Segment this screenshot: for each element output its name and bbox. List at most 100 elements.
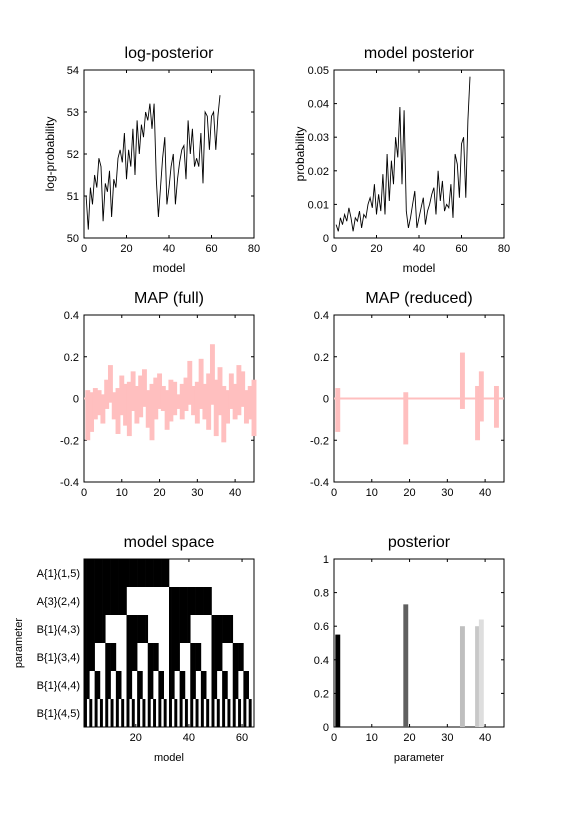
cell [161, 671, 164, 699]
cell [169, 643, 172, 671]
cell [190, 699, 194, 727]
cell [206, 699, 210, 727]
x-tick-label: 10 [366, 732, 378, 744]
y-tick-label: 0.01 [308, 199, 329, 211]
chart-title: MAP (reduced) [365, 290, 472, 307]
cell [94, 615, 98, 643]
cell [214, 671, 218, 699]
cell [91, 587, 95, 615]
interval-bar [89, 392, 95, 432]
y-tick-label: 0.6 [314, 621, 329, 633]
y-tick-label: 50 [67, 233, 79, 245]
interval-bar [164, 390, 170, 430]
bar [335, 634, 341, 727]
x-tick-label: 0 [331, 487, 337, 499]
interval-bar [153, 377, 159, 420]
cell [214, 615, 218, 643]
cell [190, 643, 194, 671]
y-tick-label: 51 [67, 191, 79, 203]
cell [158, 559, 162, 587]
cell [161, 559, 164, 587]
chart-title: model space [124, 534, 215, 551]
cell [192, 671, 196, 699]
x-tick-label: 40 [479, 487, 491, 499]
cell [238, 643, 242, 671]
cell [84, 699, 87, 727]
cell [139, 559, 143, 587]
cell [232, 643, 236, 671]
cell [243, 699, 247, 727]
interval-bar [478, 371, 484, 422]
y-tick-label: 0 [323, 233, 329, 245]
interval-bar [228, 373, 234, 409]
cell [99, 699, 103, 727]
x-axis-label: parameter [394, 752, 444, 764]
cell [137, 559, 141, 587]
cell [187, 587, 191, 615]
cell [211, 615, 215, 643]
cell [171, 615, 175, 643]
chart-3: MAP (full) 0 10 20 30 40 -0.4 -0.2 0 0.2 0.4 [60, 290, 257, 499]
cell [118, 587, 122, 615]
interval-bar [175, 394, 181, 409]
interval-bar [157, 373, 163, 409]
cell [105, 587, 109, 615]
x-tick-label: 60 [455, 243, 467, 255]
interval-bar [251, 379, 257, 437]
cell [182, 587, 186, 615]
y-tick-label: 53 [67, 107, 79, 119]
cell [150, 559, 154, 587]
cell [107, 671, 111, 699]
cell [84, 559, 87, 587]
cell [126, 671, 130, 699]
cell [123, 559, 127, 587]
cell [158, 699, 162, 727]
cell [176, 615, 180, 643]
cell [107, 559, 111, 587]
x-tick-label: 60 [236, 732, 248, 744]
cell [115, 699, 119, 727]
x-tick-label: 80 [498, 243, 510, 255]
interval-bar [141, 369, 147, 407]
cell [89, 615, 93, 643]
x-tick-label: 40 [183, 732, 195, 744]
cell [216, 615, 220, 643]
y-tick-label: 54 [67, 65, 79, 77]
cell [224, 615, 228, 643]
cell [131, 699, 135, 727]
cell [176, 587, 180, 615]
interval-bar [403, 392, 409, 445]
cell [184, 615, 188, 643]
cell [139, 615, 143, 643]
cell [86, 559, 90, 587]
chart-title: model posterior [364, 45, 475, 62]
cell [94, 587, 98, 615]
cell [216, 643, 220, 671]
row-label: B{1}(4,5) [37, 708, 80, 720]
cell [145, 559, 149, 587]
cell [107, 587, 111, 615]
interval-bar [209, 344, 215, 405]
y-tick-label: 0.2 [314, 688, 329, 700]
interval-bar [145, 390, 151, 428]
row-label: B{1}(3,4) [37, 652, 80, 664]
chart-4: MAP (reduced) 0 10 20 30 40 -0.4 -0.2 0 0.2 0.4 [310, 290, 505, 499]
cell [126, 643, 130, 671]
cell [200, 699, 204, 727]
interval-bar [123, 383, 129, 426]
x-tick-label: 0 [331, 243, 337, 255]
cell [222, 671, 226, 699]
cell [171, 587, 175, 615]
cell [171, 643, 175, 671]
cell [192, 587, 196, 615]
bar [403, 604, 409, 727]
x-tick-label: 30 [441, 732, 453, 744]
y-tick-label: -0.2 [310, 435, 329, 447]
cell [84, 671, 87, 699]
interval-bar [243, 390, 249, 424]
cell [230, 615, 234, 643]
x-tick-label: 60 [205, 243, 217, 255]
cell [200, 587, 204, 615]
interval-bar [240, 371, 246, 407]
